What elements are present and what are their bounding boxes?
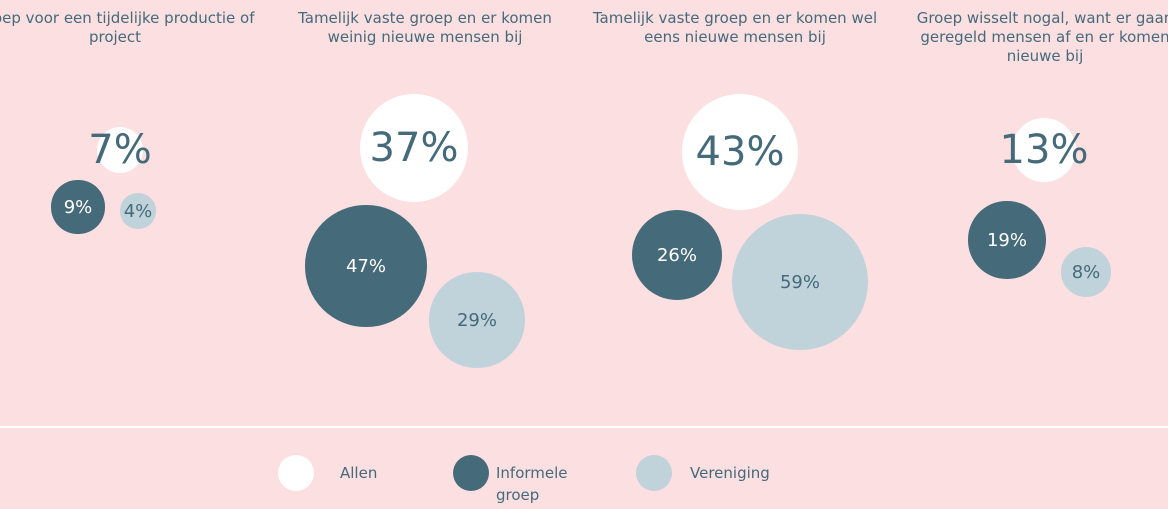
data-label: 29%	[456, 309, 497, 331]
data-label: 19%	[986, 229, 1027, 251]
data-label: 47%	[345, 255, 386, 277]
bubble	[360, 94, 468, 202]
legend-label: Allen	[340, 464, 378, 482]
data-label: 4%	[123, 200, 153, 222]
bubble	[968, 201, 1046, 279]
data-label: 8%	[1071, 261, 1101, 283]
bubble	[631, 209, 723, 301]
data-label: 13%	[999, 127, 1089, 173]
bubble	[120, 193, 156, 229]
data-label: 59%	[779, 271, 820, 293]
bubble	[305, 205, 427, 327]
data-label: 43%	[695, 129, 785, 175]
bubble	[51, 180, 105, 234]
bubble	[681, 93, 799, 211]
legend-label: Vereniging	[690, 464, 770, 482]
bubble	[732, 214, 868, 350]
legend-swatch	[278, 455, 314, 491]
bubble	[1060, 246, 1112, 298]
group-title: Groep wisselt nogal, want er gaan gerege…	[916, 9, 1168, 65]
legend-swatch	[636, 455, 672, 491]
data-label: 9%	[63, 196, 93, 218]
group-title: Groep voor een tijdelijke productie of p…	[0, 9, 255, 46]
group-title: Tamelijk vaste groep en er komen wel een…	[592, 9, 878, 46]
data-label: 26%	[656, 244, 697, 266]
group-title: Tamelijk vaste groep en er komen weinig …	[298, 9, 552, 46]
separator	[0, 426, 1168, 428]
data-label: 37%	[369, 125, 459, 171]
legend-swatch	[453, 455, 489, 491]
bubble	[429, 272, 525, 368]
data-label: 7%	[88, 127, 152, 173]
bubble	[96, 126, 144, 174]
bubble	[1012, 118, 1076, 182]
legend-label: Informele groep	[496, 464, 568, 504]
